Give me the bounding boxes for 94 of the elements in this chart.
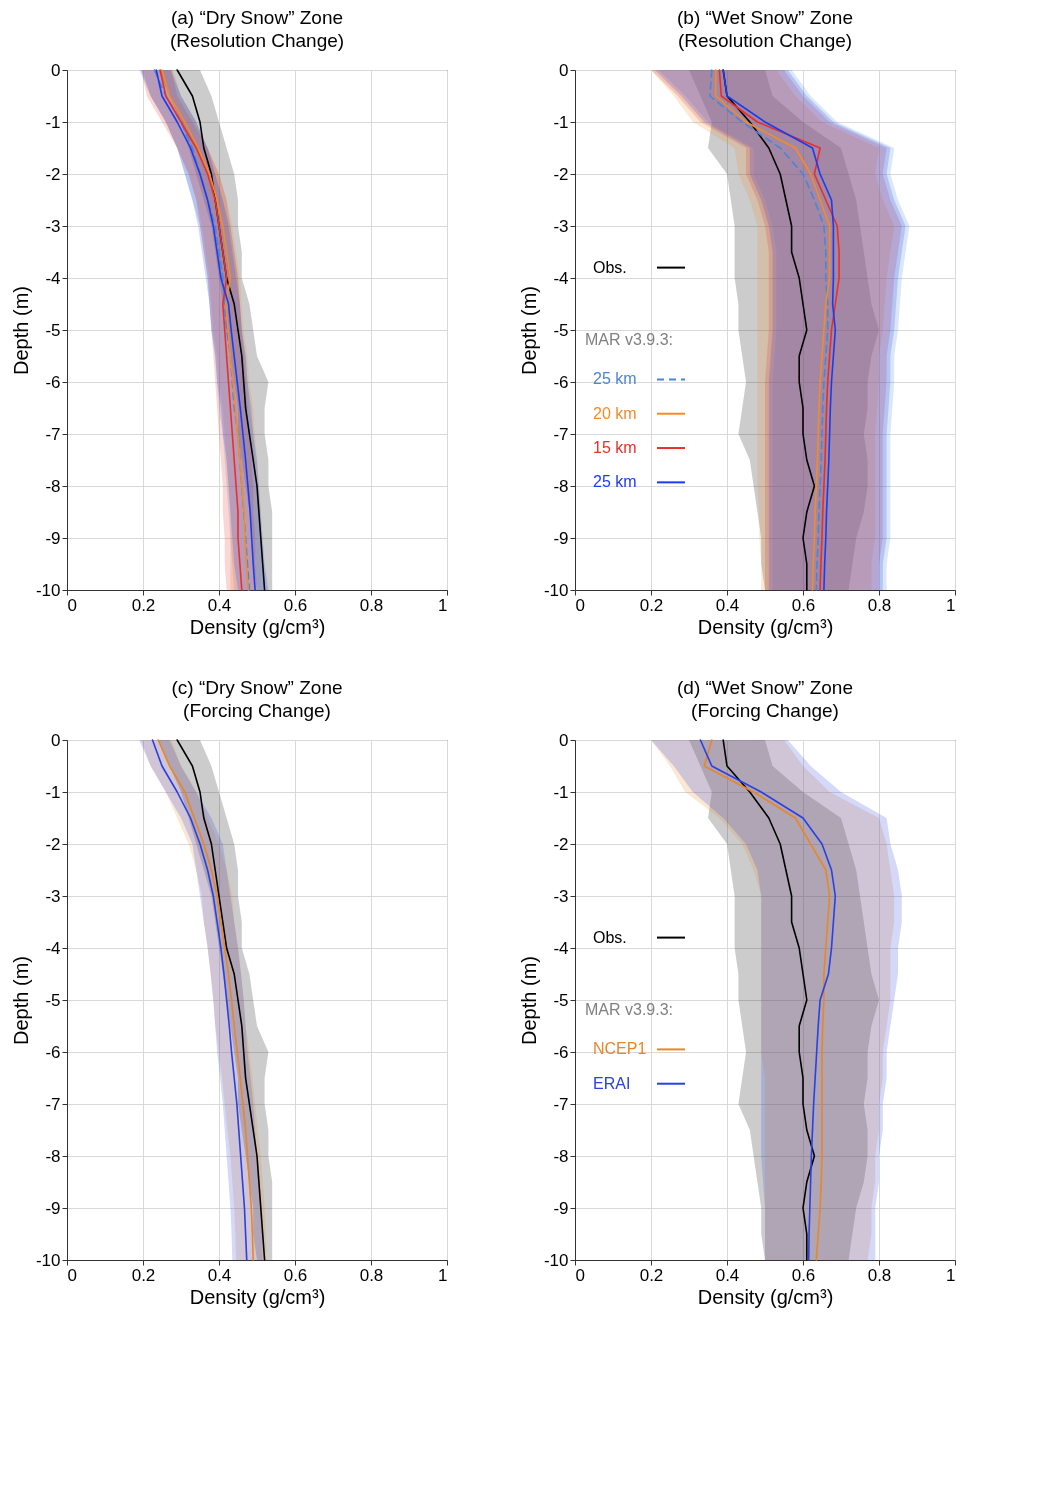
legend-label: 25 km [593,473,637,491]
y-axis-title: Depth (m) [9,286,32,375]
y-tick-label: -1 [45,782,61,802]
y-tick-label: 0 [51,60,61,80]
x-tick-label: 0.4 [207,595,232,615]
y-tick-label: -4 [45,268,61,288]
y-tick-label: -4 [553,268,569,288]
chart-subtitle: (Resolution Change) [169,30,345,51]
y-tick-label: -1 [45,112,61,132]
y-axis-title: Depth (m) [9,956,32,1045]
x-tick-label: 0.6 [791,1265,816,1285]
x-tick-label: 0.2 [131,595,156,615]
chart-title: (d) “Wet Snow” Zone [677,677,853,698]
y-tick-label: -1 [553,112,569,132]
legend-label: ERAI [593,1074,631,1092]
y-tick-label: -5 [45,320,61,340]
x-tick-label: 0.8 [867,1265,892,1285]
y-tick-label: -9 [45,1198,61,1218]
x-tick-label: 0.4 [207,1265,232,1285]
x-tick-label: 0.8 [867,595,892,615]
y-tick-label: -7 [553,1094,569,1114]
legend-label: NCEP1 [593,1040,647,1058]
y-tick-label: -10 [35,580,61,600]
x-tick-label: 1 [946,595,956,615]
y-tick-label: -3 [45,886,61,906]
y-axis-title: Depth (m) [517,956,540,1045]
y-tick-label: -5 [553,320,569,340]
x-axis-title: Density (g/cm³) [697,1285,834,1308]
x-tick-label: 0.2 [639,1265,664,1285]
y-tick-label: -10 [543,580,569,600]
x-tick-label: 0.6 [283,1265,308,1285]
y-tick-label: -3 [45,216,61,236]
x-tick-label: 0.8 [359,595,384,615]
legend-label: Obs. [593,258,627,276]
y-tick-label: -9 [553,1198,569,1218]
x-tick-label: 0.4 [715,595,740,615]
y-tick-label: -7 [45,1094,61,1114]
y-tick-label: -2 [45,834,61,854]
y-tick-label: -10 [35,1250,61,1270]
y-tick-label: -1 [553,782,569,802]
y-tick-label: -9 [553,528,569,548]
chart-title: (c) “Dry Snow” Zone [171,677,343,698]
y-tick-label: -9 [45,528,61,548]
legend-label: Obs. [593,928,627,946]
x-axis-title: Density (g/cm³) [189,615,326,638]
y-tick-label: 0 [559,730,569,750]
y-tick-label: -3 [553,886,569,906]
y-tick-label: -5 [553,990,569,1010]
chart-subtitle: (Resolution Change) [677,30,853,51]
x-axis-title: Density (g/cm³) [697,615,834,638]
y-tick-label: -6 [45,1042,61,1062]
x-axis-title: Density (g/cm³) [189,1285,326,1308]
y-tick-label: 0 [559,60,569,80]
x-tick-label: 0.6 [791,595,816,615]
legend-label: 15 km [593,439,637,457]
y-tick-label: -8 [45,1146,61,1166]
y-tick-label: -6 [553,372,569,392]
y-tick-label: -7 [553,424,569,444]
y-tick-label: -5 [45,990,61,1010]
chart-subtitle: (Forcing Change) [183,700,331,721]
x-tick-label: 0 [67,595,77,615]
chart-title: (b) “Wet Snow” Zone [677,7,853,28]
chart-title: (a) “Dry Snow” Zone [170,7,344,28]
x-tick-label: 0.2 [639,595,664,615]
chart-subtitle: (Forcing Change) [691,700,839,721]
x-tick-label: 0 [575,1265,585,1285]
y-axis-title: Depth (m) [517,286,540,375]
y-tick-label: -6 [553,1042,569,1062]
x-tick-label: 0.4 [715,1265,740,1285]
y-tick-label: -8 [45,476,61,496]
y-tick-label: -4 [45,938,61,958]
x-tick-label: 0.6 [283,595,308,615]
y-tick-label: -10 [543,1250,569,1270]
x-tick-label: 0 [575,595,585,615]
y-tick-label: -8 [553,1146,569,1166]
legend-label: 20 km [593,404,637,422]
y-tick-label: -2 [45,164,61,184]
x-tick-label: 0.2 [131,1265,156,1285]
x-tick-label: 1 [438,1265,448,1285]
legend-title: MAR v3.9.3: [585,331,674,349]
legend-label: 25 km [593,370,637,388]
y-tick-label: -4 [553,938,569,958]
y-tick-label: -8 [553,476,569,496]
y-tick-label: -2 [553,164,569,184]
x-tick-label: 1 [946,1265,956,1285]
y-tick-label: -3 [553,216,569,236]
x-tick-label: 0.8 [359,1265,384,1285]
y-tick-label: -7 [45,424,61,444]
y-tick-label: -2 [553,834,569,854]
y-tick-label: 0 [51,730,61,750]
y-tick-label: -6 [45,372,61,392]
legend-title: MAR v3.9.3: [585,1001,674,1019]
x-tick-label: 0 [67,1265,77,1285]
x-tick-label: 1 [438,595,448,615]
